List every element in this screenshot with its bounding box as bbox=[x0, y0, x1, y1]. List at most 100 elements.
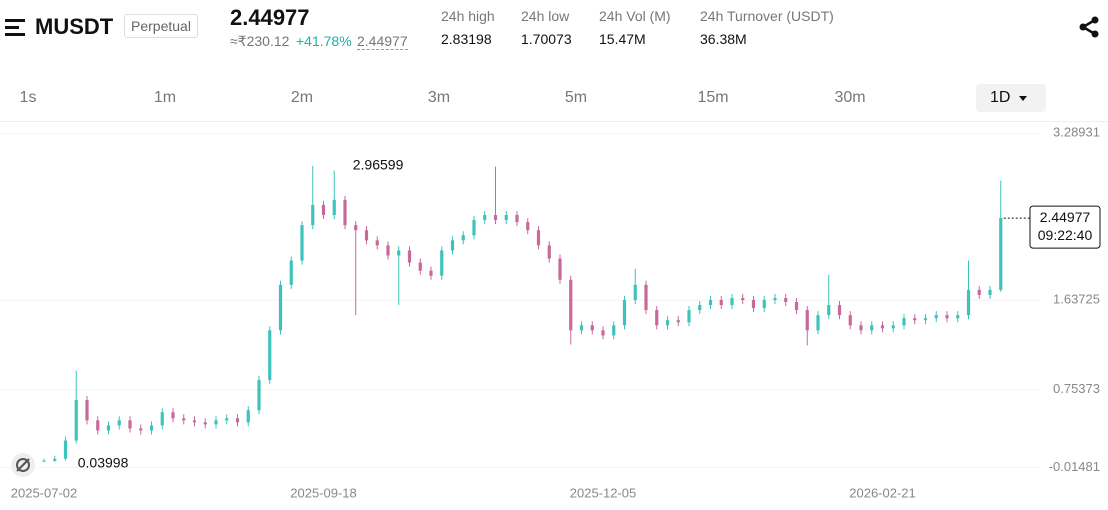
candle-body bbox=[450, 240, 455, 251]
stat-label: 24h high bbox=[441, 8, 495, 24]
candle-body bbox=[364, 230, 369, 241]
candle-body bbox=[999, 218, 1003, 290]
min-price-label: 0.03998 bbox=[78, 455, 129, 471]
candle-body bbox=[805, 310, 809, 331]
dropdown-arrow bbox=[1019, 96, 1028, 101]
candle-body bbox=[483, 215, 487, 221]
candle-body bbox=[289, 260, 293, 285]
candle-body bbox=[461, 235, 465, 241]
candle-body bbox=[386, 245, 390, 256]
candle-body bbox=[214, 420, 218, 425]
candle-body bbox=[579, 325, 584, 331]
candle-body bbox=[741, 297, 745, 300]
fiat-price: ≈₹230.12 bbox=[230, 33, 290, 49]
candle-body bbox=[354, 225, 358, 231]
candle-body bbox=[977, 289, 981, 295]
candle-body bbox=[870, 325, 874, 331]
share-icon[interactable] bbox=[1078, 16, 1100, 38]
symbol[interactable]: MUSDT bbox=[35, 14, 114, 39]
candle-body bbox=[375, 240, 379, 246]
candle-body bbox=[934, 315, 938, 319]
candle-body bbox=[235, 418, 240, 423]
candle-body bbox=[311, 204, 315, 226]
stat-value: 2.83198 bbox=[441, 31, 492, 47]
stat-value: 36.38M bbox=[700, 31, 747, 47]
x-tick-label: 2025-12-05 bbox=[570, 485, 637, 500]
candle-body bbox=[902, 318, 906, 326]
interval-option[interactable]: 5m bbox=[546, 84, 606, 112]
candle-body bbox=[85, 400, 89, 421]
interval-option[interactable]: 2m bbox=[272, 84, 332, 112]
candle-body bbox=[655, 310, 659, 326]
change: +41.78% bbox=[296, 33, 352, 49]
candle-body bbox=[536, 230, 541, 246]
candle-body bbox=[784, 297, 788, 303]
candle-body bbox=[515, 215, 519, 223]
x-tick-label: 2025-09-18 bbox=[290, 485, 357, 500]
drawing-tool-icon[interactable] bbox=[10, 452, 36, 478]
candle-body bbox=[644, 284, 648, 311]
candle-body bbox=[923, 318, 928, 321]
candle-body bbox=[665, 320, 670, 326]
candle-body bbox=[160, 412, 164, 426]
candle-body bbox=[773, 297, 777, 300]
candle-body bbox=[42, 460, 46, 462]
candle-body bbox=[278, 284, 283, 331]
candle-body bbox=[493, 215, 498, 221]
interval-option[interactable]: 1s bbox=[0, 84, 58, 112]
candle-body bbox=[633, 284, 637, 300]
menu-icon[interactable] bbox=[5, 19, 25, 37]
candle-body bbox=[601, 330, 605, 336]
candle-body bbox=[203, 422, 207, 425]
candle-body bbox=[698, 305, 702, 311]
interval-label: 15m bbox=[697, 89, 729, 106]
interval-label: 1D bbox=[990, 89, 1011, 106]
candle-body bbox=[526, 222, 530, 231]
interval-option[interactable]: 30m bbox=[820, 84, 880, 112]
max-price-label: 2.96599 bbox=[353, 157, 404, 173]
interval-option[interactable]: 15m bbox=[683, 84, 743, 112]
candle-body bbox=[321, 204, 326, 216]
candle-body bbox=[837, 305, 842, 316]
candle-body bbox=[569, 279, 573, 331]
interval-label: 2m bbox=[290, 89, 314, 106]
candle-body bbox=[418, 262, 422, 271]
candle-body bbox=[827, 305, 831, 316]
candle-body bbox=[719, 299, 723, 306]
candle-body bbox=[53, 458, 57, 461]
interval-label: 5m bbox=[564, 89, 588, 106]
divider bbox=[0, 121, 1108, 122]
candle-body bbox=[880, 325, 885, 329]
candle-body bbox=[913, 318, 917, 321]
candle-body bbox=[343, 199, 347, 226]
interval-option[interactable]: 1D bbox=[976, 84, 1046, 112]
candle-body bbox=[96, 420, 100, 431]
interval-option[interactable]: 1m bbox=[135, 84, 195, 112]
candle-body bbox=[687, 310, 691, 323]
candle-body bbox=[730, 297, 734, 306]
candle-body bbox=[504, 215, 508, 221]
interval-label: 3m bbox=[427, 89, 451, 106]
candle-body bbox=[74, 400, 78, 441]
stat-label: 24h Turnover (USDT) bbox=[700, 8, 834, 24]
candle-body bbox=[429, 270, 433, 276]
candle-body bbox=[63, 440, 68, 459]
candle-body bbox=[407, 250, 412, 263]
x-tick-label: 2026-02-21 bbox=[849, 485, 916, 500]
stat-value: 1.70073 bbox=[521, 31, 572, 47]
candle-body bbox=[558, 258, 562, 280]
contract-badge: Perpetual bbox=[124, 14, 198, 38]
candle-body bbox=[956, 315, 960, 319]
candle-body bbox=[332, 199, 336, 216]
candle-body bbox=[848, 315, 852, 326]
candle-body bbox=[676, 320, 680, 323]
y-tick-label: -0.01481 bbox=[1049, 459, 1100, 474]
candle-body bbox=[225, 418, 229, 421]
candle-body bbox=[859, 325, 863, 331]
mark-price[interactable]: 2.44977 bbox=[357, 33, 408, 50]
last-price: 2.44977 bbox=[230, 5, 310, 30]
interval-option[interactable]: 3m bbox=[409, 84, 469, 112]
y-tick-label: 1.63725 bbox=[1053, 292, 1100, 307]
candle-body bbox=[128, 420, 132, 429]
